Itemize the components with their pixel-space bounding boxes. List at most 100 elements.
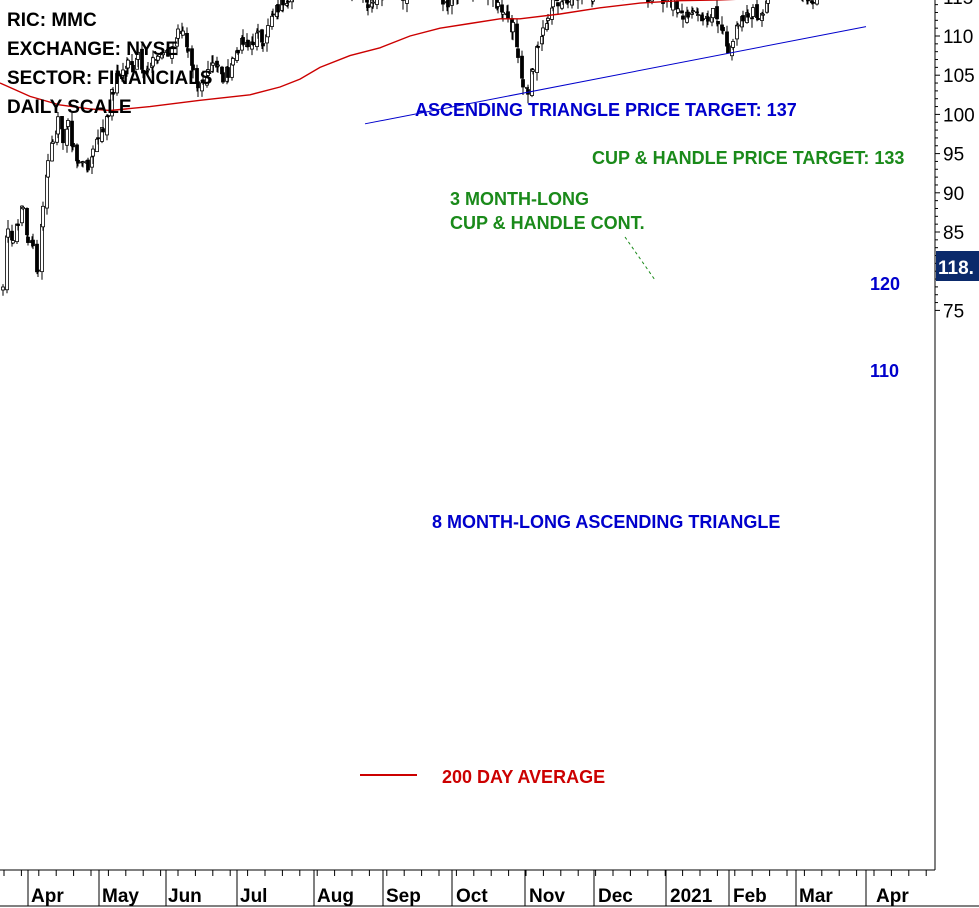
candle-body — [51, 141, 55, 144]
cup-handle-title-line1: 3 MONTH-LONG — [450, 189, 589, 209]
candle-body — [741, 15, 745, 22]
x-tick-label: 2021 — [670, 886, 713, 907]
y-tick-label: 95 — [943, 145, 964, 166]
y-tick-label: 115 — [943, 0, 973, 9]
candle-body — [650, 0, 654, 2]
y-tick-label: 110 — [943, 27, 973, 48]
ric-label: RIC: MMC — [7, 10, 97, 31]
candle-body — [31, 239, 35, 247]
candle-body — [36, 269, 40, 272]
candle-body — [496, 2, 500, 7]
triangle-label: 8 MONTH-LONG ASCENDING TRIANGLE — [432, 512, 780, 532]
candle-body — [766, 0, 770, 4]
candle-body — [716, 21, 720, 25]
candle-body — [706, 16, 710, 22]
candle-body — [206, 69, 210, 76]
candle-body — [185, 32, 189, 48]
y-axis: 7580859095100105110115120125130135140145… — [934, 0, 975, 870]
candle-body — [560, 1, 564, 9]
candle-body — [721, 27, 725, 32]
candle-body — [6, 228, 10, 238]
candle-body — [671, 0, 675, 11]
candle-body — [226, 67, 230, 78]
scale-label: DAILY SCALE — [7, 97, 132, 118]
ma-200-line — [0, 0, 737, 112]
candle-body — [736, 24, 740, 27]
x-tick-label: Jul — [240, 886, 267, 907]
candle-body — [696, 14, 700, 16]
candle-body — [176, 28, 180, 39]
candle-body — [141, 69, 145, 74]
ascending-triangle-target-label: ASCENDING TRIANGLE PRICE TARGET: 137 — [415, 100, 797, 120]
candle-body — [691, 10, 695, 13]
candle-body — [45, 174, 49, 209]
candle-body — [446, 0, 450, 8]
candle-body — [106, 115, 110, 117]
candle-body — [105, 115, 109, 136]
x-tick-label: Dec — [598, 886, 633, 907]
candle-body — [761, 13, 765, 16]
x-tick-label: Apr — [31, 886, 64, 907]
candle-body — [591, 0, 595, 2]
candle-body — [281, 0, 285, 6]
candle-body — [371, 1, 375, 4]
candle-body — [556, 2, 560, 7]
candle-body — [256, 30, 260, 33]
x-tick-label: Nov — [529, 886, 565, 907]
candle-body — [711, 7, 715, 19]
candle-body — [161, 52, 165, 56]
candle-body — [251, 41, 255, 46]
candle-body — [731, 41, 735, 48]
candle-body — [270, 15, 274, 27]
candle-body — [41, 205, 45, 228]
cup-handle-target-label: CUP & HANDLE PRICE TARGET: 133 — [592, 148, 904, 168]
candle-body — [196, 81, 200, 89]
candle-body — [536, 45, 540, 48]
candle-body — [541, 27, 545, 36]
candle-body — [646, 0, 650, 3]
candle-body — [56, 116, 60, 135]
candle-body — [756, 18, 760, 20]
candle-body — [116, 70, 120, 76]
candle-body — [96, 137, 100, 140]
candle-body — [156, 55, 160, 61]
y-tick-label: 85 — [943, 223, 964, 244]
y-tick-label: 100 — [943, 105, 975, 126]
candle-body — [290, 0, 294, 3]
candle-body — [110, 89, 114, 117]
candle-body — [60, 116, 64, 130]
last-price-label: 118. — [938, 258, 974, 279]
candle-body — [751, 7, 755, 17]
moving-average-200 — [0, 0, 737, 112]
candle-body — [701, 18, 705, 21]
candle-body — [200, 82, 204, 92]
candle-body — [520, 55, 524, 79]
x-tick-label: Feb — [733, 886, 767, 907]
legend-label: 200 DAY AVERAGE — [442, 767, 605, 787]
candle-body — [131, 64, 135, 73]
candle-body — [276, 4, 280, 13]
y-tick-label: 105 — [943, 66, 975, 87]
candle-body — [246, 39, 250, 48]
candle-body — [16, 223, 20, 226]
x-axis: Apr May Jun Jul Aug Sep Oct Nov Dec 2021 Feb Mar Apr — [0, 869, 979, 907]
cup-handle-title-line2: CUP & HANDLE CONT. — [450, 213, 645, 233]
candle-body — [255, 32, 259, 47]
candle-body — [566, 0, 570, 3]
y-tick-label: 90 — [943, 184, 964, 205]
last-price-box — [936, 251, 979, 281]
candle-body — [95, 138, 99, 153]
triangle-support-line — [364, 26, 867, 125]
candle-body — [136, 51, 140, 60]
x-tick-label: Sep — [386, 886, 421, 907]
candle-body — [686, 11, 690, 18]
candle-body — [86, 159, 90, 171]
candle-body — [100, 127, 104, 142]
candle-body — [1, 286, 5, 291]
candle-body — [405, 0, 409, 4]
candle-body — [205, 76, 209, 86]
candle-body — [71, 143, 75, 148]
candle-body — [441, 0, 445, 5]
x-tick-label: Apr — [876, 886, 909, 907]
